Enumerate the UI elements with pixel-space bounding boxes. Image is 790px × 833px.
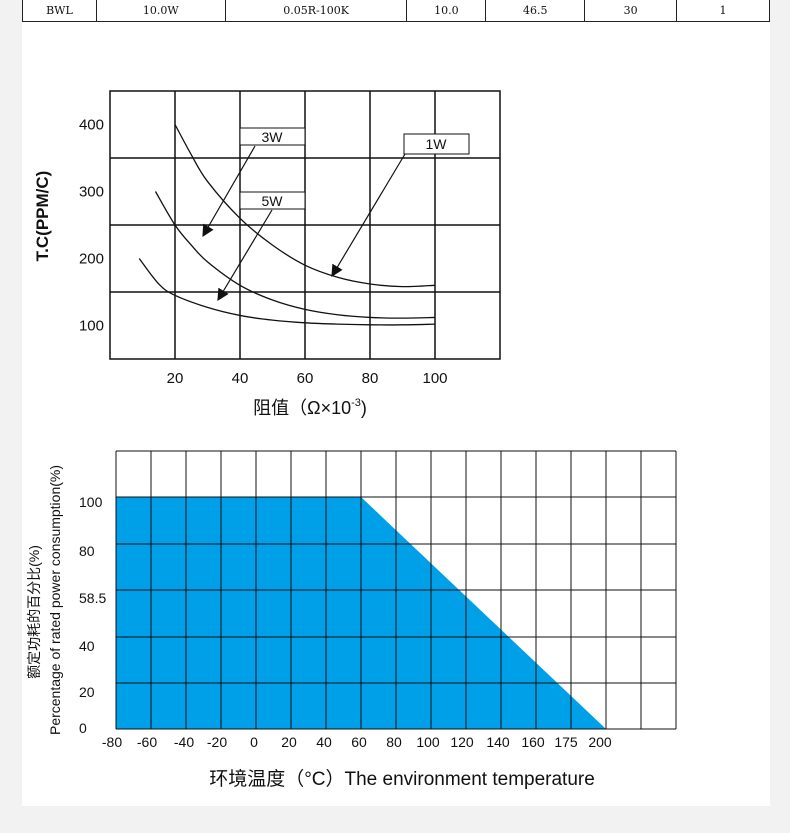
x-axis-label-main: 阻值（Ω×10	[253, 398, 351, 418]
x-axis-ticks: 20 40 60 80 100	[167, 370, 448, 387]
x-tick-label: 80	[362, 370, 379, 387]
y-tick-label: 400	[79, 117, 104, 134]
y-tick-label: 300	[79, 184, 104, 201]
x-axis-label-sup: -3	[351, 397, 361, 409]
callout-5w-label: 5W	[262, 193, 284, 209]
x-axis-label-end: )	[361, 398, 367, 418]
callout-3w: 3W	[202, 127, 306, 238]
callout-5w: 5W	[217, 191, 306, 302]
table-cell: 1	[676, 0, 770, 22]
x-tick-label: 20	[167, 370, 184, 387]
callout-1w: 1W	[331, 133, 470, 278]
table-cell: 10.0	[406, 0, 487, 22]
y-axis-label: T.C(PPM/C)	[33, 171, 52, 262]
y-tick-label: 200	[79, 251, 104, 268]
series-line-3w	[154, 191, 436, 319]
table-cell: 46.5	[485, 0, 586, 22]
series-line-5w	[138, 258, 436, 326]
table-cell: 0.05R-100K	[224, 0, 408, 22]
x-tick-label: 60	[297, 370, 314, 387]
table-cell: 10.0W	[95, 0, 226, 22]
x-axis-label: 阻值（Ω×10-3)	[253, 397, 367, 418]
table-cell: BWL	[22, 0, 97, 22]
y-axis-ticks: 100 200 300 400	[79, 117, 104, 335]
spec-table: BWL 10.0W 0.05R-100K 10.0 46.5 30 1	[22, 0, 770, 22]
table-row: BWL 10.0W 0.05R-100K 10.0 46.5 30 1	[22, 0, 770, 22]
callout-3w-label: 3W	[262, 129, 284, 145]
x-tick-label: 40	[232, 370, 249, 387]
series-line-1w	[174, 124, 436, 288]
x-tick-label: 100	[422, 370, 447, 387]
table-cell: 30	[584, 0, 678, 22]
chart-curves	[138, 124, 436, 326]
callout-1w-label: 1W	[426, 136, 448, 152]
y-tick-label: 100	[79, 318, 104, 335]
